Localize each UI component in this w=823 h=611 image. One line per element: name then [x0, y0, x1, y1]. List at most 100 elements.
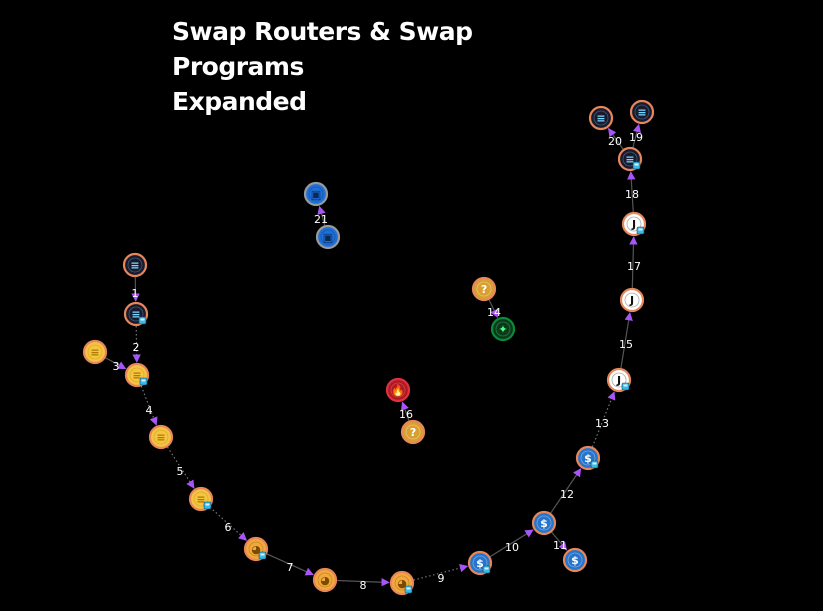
edge-label-19: 19	[629, 131, 643, 144]
edge-6	[209, 506, 248, 541]
diagram-title: Swap Routers & Swap Programs Expanded	[172, 14, 602, 119]
title-line-1: Swap Routers & Swap Programs	[172, 17, 473, 81]
unknown-token-icon[interactable]: ?	[471, 276, 497, 302]
solana-token-icon[interactable]: ≡	[588, 105, 614, 131]
edge-21	[317, 205, 326, 226]
program-badge-icon	[138, 316, 147, 325]
edge-12	[550, 468, 582, 514]
edge-label-2: 2	[133, 341, 140, 354]
edge-18	[627, 171, 636, 213]
edge-label-13: 13	[595, 417, 609, 430]
doge-coin-icon-glyph: ◕	[397, 577, 407, 590]
program-badge-icon	[258, 551, 267, 560]
usdc-coin-icon-glyph: $	[584, 452, 592, 465]
solana-token-icon[interactable]: ≡	[629, 99, 655, 125]
unknown-token-icon-glyph: ?	[481, 283, 487, 296]
solana-token-icon-glyph: ≡	[130, 259, 139, 272]
solana-token-icon-glyph: ≡	[131, 308, 140, 321]
edge-label-10: 10	[505, 541, 519, 554]
yellow-coin-icon-glyph: ≡	[132, 369, 141, 382]
blue-program-icon-glyph: ▣	[323, 231, 333, 244]
program-badge-icon	[621, 382, 630, 391]
green-program-icon-glyph: ✦	[498, 323, 507, 336]
program-badge-icon	[590, 460, 599, 469]
edge-label-17: 17	[627, 260, 641, 273]
edge-17	[629, 236, 638, 289]
doge-coin-icon[interactable]: ◕	[312, 567, 338, 593]
edge-label-6: 6	[225, 521, 232, 534]
usdc-coin-icon[interactable]: $	[562, 547, 588, 573]
edge-16	[400, 401, 410, 421]
edge-7	[266, 553, 314, 576]
edge-label-7: 7	[287, 561, 294, 574]
usdc-coin-icon[interactable]: $	[575, 445, 601, 471]
blue-program-icon[interactable]: ▣	[303, 181, 329, 207]
program-badge-icon	[203, 501, 212, 510]
edge-label-5: 5	[177, 465, 184, 478]
solana-token-icon[interactable]: ≡	[122, 252, 148, 278]
yellow-coin-icon-glyph: ≡	[196, 493, 205, 506]
usdc-coin-icon-glyph: $	[571, 554, 579, 567]
edge-label-12: 12	[560, 488, 574, 501]
jupiter-j-token-icon[interactable]: J	[621, 211, 647, 237]
program-badge-icon	[139, 377, 148, 386]
edge-label-15: 15	[619, 338, 633, 351]
jupiter-j-token-icon[interactable]: J	[619, 287, 645, 313]
edge-19	[632, 123, 641, 148]
yellow-coin-icon[interactable]: ≡	[124, 362, 150, 388]
edge-label-20: 20	[608, 135, 622, 148]
jupiter-j-token-icon-glyph: J	[629, 294, 634, 307]
edge-label-14: 14	[487, 306, 501, 319]
nodes-layer: ≡ ≡ ≡ ≡ ≡ ≡ ◕ ◕ ◕ $ $ $ $ J J J ≡ ≡ ≡? ✦ 🔥? ▣ ▣	[82, 99, 655, 596]
title-line-2: Expanded	[172, 87, 307, 116]
edge-label-11: 11	[553, 539, 567, 552]
usdc-coin-icon-glyph: $	[540, 517, 548, 530]
unknown-token-icon[interactable]: ?	[400, 419, 426, 445]
doge-coin-icon[interactable]: ◕	[243, 536, 269, 562]
edge-10	[489, 529, 534, 558]
usdc-coin-icon[interactable]: $	[467, 550, 493, 576]
edges-layer	[105, 123, 641, 587]
jupiter-j-token-icon-glyph: J	[631, 218, 636, 231]
edge-13	[591, 391, 616, 448]
solana-token-icon-glyph: ≡	[637, 106, 646, 119]
doge-coin-icon-glyph: ◕	[251, 543, 261, 556]
jupiter-j-token-icon-glyph: J	[616, 374, 621, 387]
fire-program-icon[interactable]: 🔥	[385, 377, 411, 403]
program-badge-icon	[404, 585, 413, 594]
edge-label-21: 21	[314, 213, 328, 226]
solana-token-icon[interactable]: ≡	[617, 146, 643, 172]
edge-label-9: 9	[438, 572, 445, 585]
edge-label-8: 8	[360, 579, 367, 592]
edge-11	[551, 531, 568, 551]
blue-program-icon[interactable]: ▣	[315, 224, 341, 250]
yellow-coin-icon-glyph: ≡	[90, 346, 99, 359]
edge-label-16: 16	[399, 408, 413, 421]
yellow-coin-icon[interactable]: ≡	[82, 339, 108, 365]
edge-3	[105, 357, 127, 370]
edge-label-1: 1	[132, 287, 139, 300]
program-badge-icon	[482, 565, 491, 574]
solana-token-icon-glyph: ≡	[596, 112, 605, 125]
edge-label-4: 4	[146, 404, 153, 417]
solana-token-icon-glyph: ≡	[625, 153, 634, 166]
edge-9	[413, 564, 469, 581]
usdc-coin-icon[interactable]: $	[531, 510, 557, 536]
yellow-coin-icon[interactable]: ≡	[148, 424, 174, 450]
doge-coin-icon[interactable]: ◕	[389, 570, 415, 596]
program-badge-icon	[636, 226, 645, 235]
edge-5	[167, 446, 195, 489]
jupiter-j-token-icon[interactable]: J	[606, 367, 632, 393]
edge-8	[336, 578, 390, 587]
edge-15	[620, 312, 633, 369]
edge-14	[488, 299, 498, 319]
yellow-coin-icon[interactable]: ≡	[188, 486, 214, 512]
doge-coin-icon-glyph: ◕	[320, 574, 330, 587]
solana-token-icon[interactable]: ≡	[123, 301, 149, 327]
green-program-icon[interactable]: ✦	[490, 316, 516, 342]
blue-program-icon-glyph: ▣	[311, 188, 321, 201]
unknown-token-icon-glyph: ?	[410, 426, 416, 439]
fire-program-icon-glyph: 🔥	[391, 384, 405, 397]
